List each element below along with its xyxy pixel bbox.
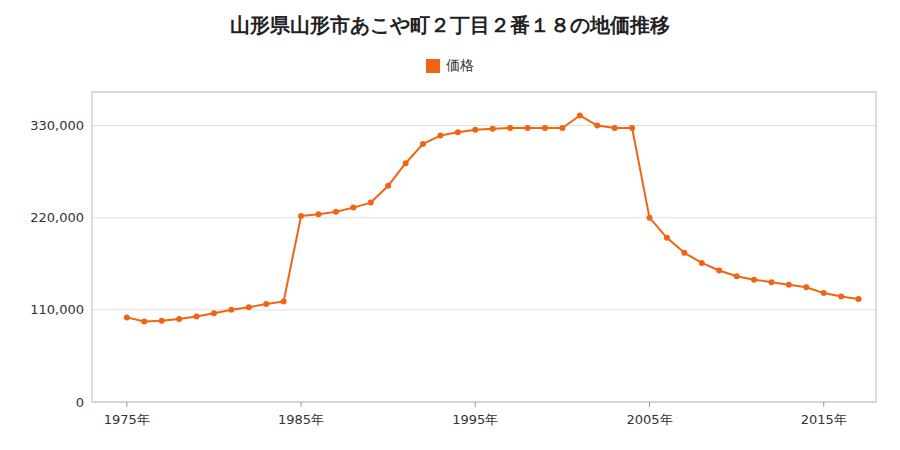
legend-label: 価格 (446, 57, 474, 73)
x-tick (649, 402, 650, 407)
point (298, 213, 304, 219)
y-tick-label: 330,000 (30, 118, 84, 133)
point (350, 205, 356, 211)
x-tick-label: 2005年 (626, 412, 672, 427)
point (838, 293, 844, 299)
y-grid-line (92, 309, 876, 310)
point (664, 235, 670, 241)
chart-container: 山形県山形市あこや町２丁目２番１８の地価推移 0 110,000 220,000 330… (0, 0, 900, 450)
point (716, 267, 722, 273)
point (681, 250, 687, 256)
point (437, 133, 443, 139)
point (803, 284, 809, 290)
y-grid-line (92, 125, 876, 126)
y-tick-label: 0 (76, 395, 84, 410)
plot-area (124, 112, 862, 324)
point (821, 290, 827, 296)
point (194, 314, 200, 320)
point (455, 129, 461, 135)
x-tick (823, 402, 824, 407)
point (507, 125, 513, 131)
point (368, 200, 374, 206)
point (385, 183, 391, 189)
point (577, 112, 583, 118)
point (699, 260, 705, 266)
point (420, 141, 426, 147)
point (525, 125, 531, 131)
point (751, 277, 757, 283)
point (490, 126, 496, 132)
point (281, 298, 287, 304)
x-tick-label: 1995年 (452, 412, 498, 427)
y-tick-label: 220,000 (30, 210, 84, 225)
point (786, 282, 792, 288)
point (159, 318, 165, 324)
y-grid-line (92, 217, 876, 218)
chart-svg: 山形県山形市あこや町２丁目２番１８の地価推移 0 110,000 220,000 330… (0, 0, 900, 450)
point (333, 209, 339, 215)
point (559, 125, 565, 131)
point (734, 273, 740, 279)
point (612, 125, 618, 131)
point (542, 125, 548, 131)
point (315, 211, 321, 217)
point (856, 296, 862, 302)
point (124, 314, 130, 320)
point (263, 301, 269, 307)
line (127, 115, 859, 321)
point (228, 307, 234, 313)
point (176, 316, 182, 322)
point (647, 215, 653, 221)
x-tick (126, 402, 127, 407)
point (141, 319, 147, 325)
point (629, 125, 635, 131)
point (768, 279, 774, 285)
x-tick (301, 402, 302, 407)
legend: 価格 (426, 57, 474, 73)
x-tick-label: 1975年 (104, 412, 150, 427)
y-tick-label: 110,000 (30, 302, 84, 317)
point (211, 310, 217, 316)
x-tick (475, 402, 476, 407)
grid (92, 126, 876, 402)
legend-swatch (426, 59, 440, 73)
x-tick-label: 1985年 (278, 412, 324, 427)
point (472, 127, 478, 133)
point (246, 304, 252, 310)
point (594, 123, 600, 129)
x-tick-label: 2015年 (801, 412, 847, 427)
plot-frame (92, 92, 876, 402)
chart-title: 山形県山形市あこや町２丁目２番１８の地価推移 (230, 13, 670, 37)
point (403, 160, 409, 166)
